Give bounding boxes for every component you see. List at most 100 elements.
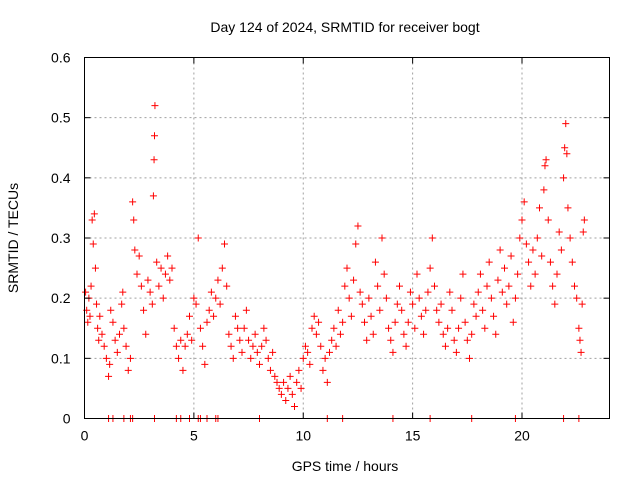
data-point: [310, 312, 318, 320]
data-point: [376, 306, 384, 314]
data-point: [291, 402, 298, 410]
y-tick-label: 0.1: [51, 350, 71, 366]
data-point: [544, 216, 552, 224]
data-point: [96, 312, 104, 320]
data-point: [124, 366, 132, 374]
data-point: [509, 318, 517, 326]
data-point: [227, 342, 235, 350]
data-point: [88, 216, 96, 224]
data-point: [151, 132, 158, 140]
data-point: [126, 354, 134, 362]
data-point: [396, 282, 403, 290]
data-point: [238, 348, 246, 356]
data-point: [262, 336, 270, 344]
data-point: [402, 342, 410, 350]
data-point: [378, 234, 386, 242]
data-point: [150, 156, 158, 164]
data-point: [111, 336, 119, 344]
data-point: [560, 174, 568, 182]
data-point: [301, 342, 309, 350]
data-point: [214, 276, 222, 284]
data-point: [374, 282, 382, 290]
data-point: [133, 270, 141, 278]
data-point: [175, 354, 183, 362]
data-point: [249, 342, 257, 350]
data-point: [203, 318, 211, 326]
data-point: [332, 342, 340, 350]
data-point: [444, 324, 452, 332]
data-point: [426, 264, 434, 272]
data-point: [109, 318, 117, 326]
data-point: [155, 282, 163, 290]
data-point: [518, 216, 526, 224]
data-point: [286, 372, 294, 380]
chart-title: Day 124 of 2024, SRMTID for receiver bog…: [210, 19, 479, 35]
data-point: [247, 354, 255, 362]
data-point: [336, 330, 344, 338]
data-point: [284, 384, 292, 392]
data-point: [89, 240, 97, 248]
data-point: [177, 336, 185, 344]
data-point: [571, 282, 578, 290]
data-point: [231, 312, 239, 320]
y-tick-label: 0.2: [51, 290, 71, 306]
data-point: [297, 384, 305, 392]
data-point: [433, 306, 441, 314]
x-tick-label: 20: [514, 428, 530, 444]
data-point: [93, 300, 101, 308]
data-point: [562, 120, 570, 128]
data-point: [496, 246, 504, 254]
data-point: [131, 246, 139, 254]
data-point: [470, 300, 478, 308]
data-point: [479, 306, 487, 314]
data-point: [546, 258, 554, 266]
data-point: [363, 336, 371, 344]
data-point: [98, 330, 106, 338]
data-point: [476, 270, 484, 278]
data-point: [82, 288, 90, 296]
data-point: [450, 336, 458, 344]
data-point: [354, 222, 362, 230]
data-point: [347, 312, 355, 320]
data-point: [242, 306, 250, 314]
data-point: [391, 318, 399, 326]
data-point: [277, 390, 285, 398]
data-point: [352, 240, 360, 248]
data-point: [258, 342, 266, 350]
data-point: [122, 342, 130, 350]
data-point: [483, 282, 491, 290]
data-point: [466, 354, 473, 362]
x-axis-label: GPS time / hours: [292, 458, 399, 474]
data-point: [129, 198, 137, 206]
data-point: [264, 354, 272, 362]
data-point: [578, 300, 586, 308]
data-point: [118, 300, 126, 308]
y-tick-label: 0.6: [51, 50, 71, 66]
data-point: [441, 342, 449, 350]
data-point: [317, 342, 325, 350]
data-point: [196, 324, 204, 332]
data-point: [577, 348, 585, 356]
data-point: [207, 288, 215, 296]
data-point: [389, 348, 397, 356]
y-tick-label: 0.5: [51, 110, 71, 126]
data-point: [164, 252, 172, 260]
data-point: [295, 366, 303, 374]
data-point: [448, 306, 456, 314]
data-point: [225, 330, 233, 338]
data-point: [253, 348, 261, 356]
data-point: [328, 336, 336, 344]
data-point: [323, 378, 331, 386]
data-point: [505, 282, 513, 290]
data-point: [551, 300, 559, 308]
data-point: [490, 312, 498, 320]
y-tick-label: 0.4: [51, 170, 71, 186]
data-point: [514, 270, 522, 278]
data-point: [557, 246, 565, 254]
data-point: [260, 324, 268, 332]
data-point: [492, 330, 500, 338]
data-point: [367, 312, 375, 320]
data-point: [312, 330, 320, 338]
data-point: [435, 318, 443, 326]
